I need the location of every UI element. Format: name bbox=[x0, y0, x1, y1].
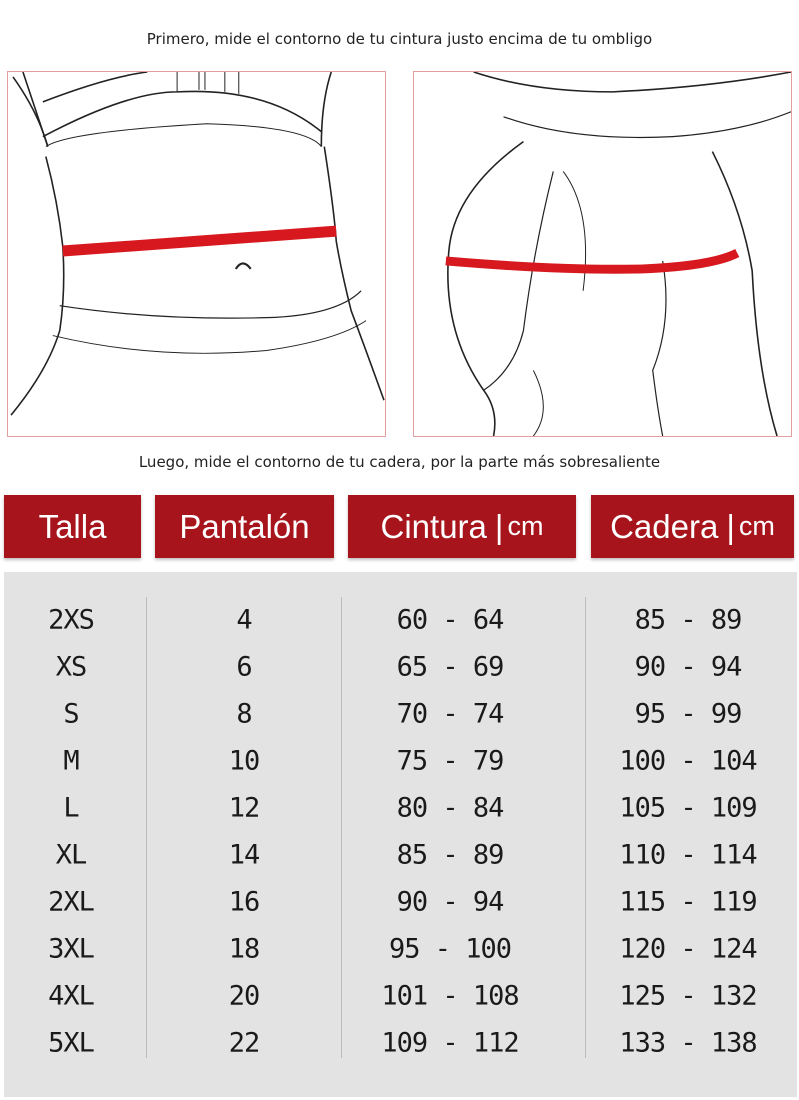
hip-cell: 85 - 89 bbox=[634, 604, 743, 636]
waist-cell: 80 - 84 bbox=[396, 792, 505, 824]
pant-size-cell: 22 bbox=[228, 1027, 261, 1059]
pant-size-cell: 14 bbox=[228, 839, 261, 871]
pant-size-cell: 20 bbox=[228, 980, 261, 1012]
pant-size-cell: 10 bbox=[228, 745, 261, 777]
size-cell: M bbox=[63, 745, 79, 777]
size-cell: 2XS bbox=[48, 604, 95, 636]
hip-measurement-illustration bbox=[413, 71, 792, 437]
pant-size-cell: 18 bbox=[228, 933, 261, 965]
hip-cell: 125 - 132 bbox=[619, 980, 757, 1012]
size-cell: 5XL bbox=[48, 1027, 95, 1059]
hip-cell: 90 - 94 bbox=[634, 651, 743, 683]
hip-cell: 100 - 104 bbox=[619, 745, 757, 777]
pant-size-cell: 8 bbox=[236, 698, 252, 730]
hip-cell: 120 - 124 bbox=[619, 933, 757, 965]
header-unit: cm bbox=[507, 511, 544, 541]
instruction-hip: Luego, mide el contorno de tu cadera, po… bbox=[138, 453, 661, 471]
column-divider bbox=[341, 597, 342, 1058]
hip-cell: 105 - 109 bbox=[619, 792, 757, 824]
waist-cell: 95 - 100 bbox=[388, 933, 512, 965]
waist-cell: 85 - 89 bbox=[396, 839, 505, 871]
size-cell: XS bbox=[55, 651, 88, 683]
pant-size-cell: 12 bbox=[228, 792, 261, 824]
size-cell: S bbox=[63, 698, 79, 730]
pant-size-cell: 16 bbox=[228, 886, 261, 918]
size-cell: 2XL bbox=[48, 886, 95, 918]
size-cell: XL bbox=[55, 839, 88, 871]
instruction-waist: Primero, mide el contorno de tu cintura … bbox=[146, 30, 653, 48]
column-divider bbox=[585, 597, 586, 1058]
waist-cell: 70 - 74 bbox=[396, 698, 505, 730]
waist-measurement-illustration bbox=[7, 71, 386, 437]
waist-cell: 65 - 69 bbox=[396, 651, 505, 683]
header-talla: Talla bbox=[4, 495, 141, 558]
size-table: 2XS 4 60 - 64 85 - 89 XS 6 65 - 69 90 - 94 S 8 70 … bbox=[4, 572, 797, 1097]
pant-size-cell: 6 bbox=[236, 651, 252, 683]
hip-cell: 95 - 99 bbox=[634, 698, 743, 730]
header-cadera: Cadera | cm bbox=[591, 495, 794, 558]
column-divider bbox=[146, 597, 147, 1058]
hip-cell: 133 - 138 bbox=[619, 1027, 757, 1059]
waist-cell: 109 - 112 bbox=[381, 1027, 519, 1059]
waist-cell: 60 - 64 bbox=[396, 604, 505, 636]
size-cell: L bbox=[63, 792, 79, 824]
header-label: Talla bbox=[38, 507, 107, 545]
size-cell: 4XL bbox=[48, 980, 95, 1012]
waist-cell: 90 - 94 bbox=[396, 886, 505, 918]
waist-cell: 101 - 108 bbox=[381, 980, 519, 1012]
header-unit: cm bbox=[738, 511, 775, 541]
header-label: Cintura bbox=[380, 507, 487, 545]
size-cell: 3XL bbox=[48, 933, 95, 965]
header-label: Pantalón bbox=[179, 507, 310, 545]
header-cintura: Cintura | cm bbox=[348, 495, 576, 558]
pant-size-cell: 4 bbox=[236, 604, 252, 636]
hip-cell: 115 - 119 bbox=[619, 886, 757, 918]
header-pantalon: Pantalón bbox=[155, 495, 334, 558]
hip-cell: 110 - 114 bbox=[619, 839, 757, 871]
waist-cell: 75 - 79 bbox=[396, 745, 505, 777]
header-label: Cadera bbox=[610, 507, 719, 545]
